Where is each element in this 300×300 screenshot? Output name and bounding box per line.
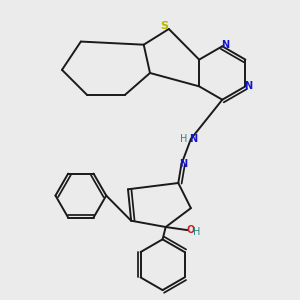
Text: H: H: [180, 134, 188, 144]
Text: N: N: [244, 81, 253, 91]
Text: O: O: [186, 225, 194, 235]
Text: N: N: [189, 134, 197, 144]
Text: N: N: [221, 40, 229, 50]
Text: N: N: [180, 159, 188, 169]
Text: H: H: [193, 227, 200, 237]
Text: S: S: [160, 21, 168, 31]
